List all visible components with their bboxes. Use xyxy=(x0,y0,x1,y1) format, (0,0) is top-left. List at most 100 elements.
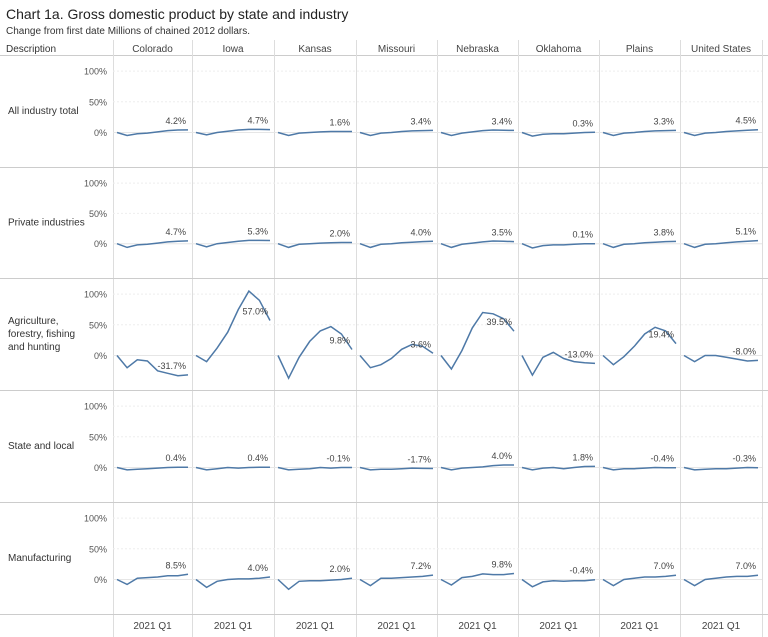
y-tick-label: 100% xyxy=(84,402,107,412)
data-label: 4.7% xyxy=(247,116,268,126)
series-line xyxy=(195,289,271,363)
series-line xyxy=(602,466,677,471)
data-label: 0.1% xyxy=(572,230,593,240)
data-label: 7.0% xyxy=(735,561,756,571)
y-tick-label: 100% xyxy=(84,67,107,77)
y-tick-label: 50% xyxy=(89,432,107,442)
series-line xyxy=(359,129,434,137)
series-line xyxy=(277,325,353,380)
series-line xyxy=(683,574,759,587)
y-tick-label: 0% xyxy=(94,351,107,361)
data-label: 1.8% xyxy=(572,452,593,462)
row-label: State and local xyxy=(8,441,74,452)
series-line xyxy=(277,466,352,471)
series-line xyxy=(440,464,514,471)
chart-grid: Description Colorado Iowa Kansas Missouri Neb… xyxy=(0,40,768,637)
series-line xyxy=(359,574,434,587)
series-line xyxy=(277,241,352,249)
data-label: 5.1% xyxy=(735,227,756,237)
row-label: forestry, fishing xyxy=(8,329,75,340)
data-label: -0.4% xyxy=(650,454,674,464)
data-label: 3.6% xyxy=(410,339,431,349)
y-tick-label: 100% xyxy=(84,290,107,300)
y-tick-label: 100% xyxy=(84,514,107,524)
y-tick-label: 50% xyxy=(89,320,107,330)
data-label: 1.6% xyxy=(329,117,350,127)
row-label: Private industries xyxy=(8,218,85,229)
series-line xyxy=(683,128,759,137)
series-line xyxy=(359,240,434,249)
y-tick-label: 50% xyxy=(89,544,107,554)
series-line xyxy=(116,129,189,137)
data-label: 0.4% xyxy=(165,453,186,463)
x-tick-label: 2021 Q1 xyxy=(620,621,659,632)
data-label: 3.3% xyxy=(653,116,674,126)
column-header: Colorado xyxy=(132,44,173,55)
data-label: -8.0% xyxy=(732,346,756,356)
series-line xyxy=(116,355,189,377)
x-tick-label: 2021 Q1 xyxy=(539,621,578,632)
data-label: 5.3% xyxy=(247,227,268,237)
series-line xyxy=(683,466,759,471)
column-header: United States xyxy=(691,44,751,55)
column-header: Oklahoma xyxy=(536,44,582,55)
y-tick-label: 100% xyxy=(84,179,107,189)
series-line xyxy=(521,578,596,588)
description-header: Description xyxy=(6,44,56,55)
y-tick-label: 0% xyxy=(94,463,107,473)
y-tick-label: 0% xyxy=(94,128,107,138)
series-line xyxy=(521,131,596,137)
x-tick-label: 2021 Q1 xyxy=(133,621,172,632)
series-line xyxy=(521,351,596,377)
column-header: Plains xyxy=(626,44,653,55)
data-label: 2.0% xyxy=(329,564,350,574)
series-line xyxy=(116,466,188,471)
data-label: 7.0% xyxy=(653,561,674,571)
x-tick-label: 2021 Q1 xyxy=(458,621,497,632)
data-label: -0.4% xyxy=(569,566,593,576)
data-label: 39.5% xyxy=(486,317,512,327)
row-label: All industry total xyxy=(8,106,79,117)
y-tick-label: 0% xyxy=(94,575,107,585)
data-label: 8.5% xyxy=(165,560,186,570)
y-tick-label: 0% xyxy=(94,239,107,249)
data-label: -1.7% xyxy=(407,455,431,465)
chart-subtitle: Change from first date Millions of chain… xyxy=(6,26,251,37)
data-label: 3.8% xyxy=(653,227,674,237)
data-label: 4.5% xyxy=(735,116,756,126)
data-label: 9.8% xyxy=(491,559,512,569)
series-line xyxy=(683,354,759,363)
column-header: Missouri xyxy=(378,44,415,55)
series-line xyxy=(440,572,515,586)
data-label: 4.0% xyxy=(410,227,431,237)
y-tick-label: 50% xyxy=(89,209,107,219)
series-line xyxy=(116,240,189,249)
column-header: Nebraska xyxy=(456,44,499,55)
data-label: 4.2% xyxy=(165,116,186,126)
data-label: -0.1% xyxy=(326,454,350,464)
data-label: -0.3% xyxy=(732,454,756,464)
series-line xyxy=(359,466,434,471)
y-tick-label: 50% xyxy=(89,97,107,107)
series-line xyxy=(277,577,353,591)
data-label: 57.0% xyxy=(242,307,268,317)
series-line xyxy=(116,573,189,586)
data-label: 19.4% xyxy=(648,330,674,340)
data-label: 2.0% xyxy=(329,229,350,239)
series-line xyxy=(602,326,677,366)
data-label: 3.4% xyxy=(491,116,512,126)
series-line xyxy=(521,465,596,471)
data-label: 3.4% xyxy=(410,116,431,126)
column-header: Kansas xyxy=(298,44,331,55)
data-label: -13.0% xyxy=(564,349,593,359)
column-header: Iowa xyxy=(222,44,244,55)
series-line xyxy=(277,130,352,137)
data-label: 0.4% xyxy=(247,453,268,463)
series-line xyxy=(440,240,515,249)
data-label: 4.0% xyxy=(247,563,268,573)
data-label: 0.3% xyxy=(572,118,593,128)
row-label: and hunting xyxy=(8,342,60,353)
series-line xyxy=(440,311,515,371)
data-label: -31.7% xyxy=(157,361,186,371)
series-line xyxy=(195,466,270,471)
